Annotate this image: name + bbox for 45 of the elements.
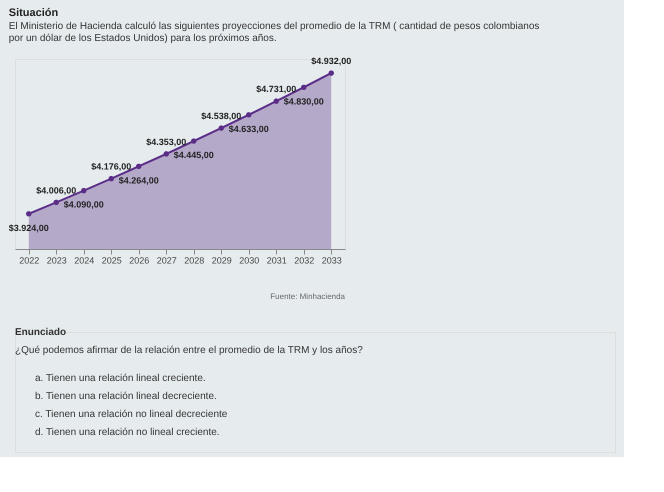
x-tick-label: 2031 — [266, 256, 287, 266]
data-label: $4.932,00 — [311, 56, 352, 66]
point — [108, 176, 114, 182]
x-tick-label: 2032 — [294, 256, 314, 266]
x-tick-label: 2029 — [212, 256, 232, 266]
x-tick-label: 2028 — [184, 256, 204, 266]
data-label: $4.006,00 — [36, 185, 76, 196]
data-label: $4.264,00 — [118, 175, 159, 186]
point — [191, 138, 196, 144]
point — [246, 112, 252, 118]
chart-title: Situación — [8, 7, 59, 20]
x-tick-label: 2027 — [156, 256, 177, 266]
annotation: Enunciado — [15, 327, 66, 338]
x-tick-label: 2033 — [322, 256, 342, 266]
data-label: $4.633,00 — [228, 124, 269, 134]
point — [54, 200, 59, 206]
point — [26, 211, 32, 217]
data-label: $4.353,00 — [146, 136, 186, 147]
data-label: $4.090,00 — [64, 200, 104, 210]
annotation: Fuente: Minhacienda — [270, 292, 346, 301]
point — [81, 188, 86, 194]
x-tick-label: 2025 — [102, 256, 122, 266]
annotation: b. Tienen una relación lineal decreciente. — [35, 391, 217, 402]
data-label: $4.176,00 — [91, 162, 132, 172]
chart-subtitle: El Ministerio de Hacienda calculó las siguientes proyecciones del promedio de la TRM ( cantidad de pesos colombianos por un dólar de los Estados Unidos) para los próximos años. — [8, 21, 540, 44]
point — [274, 98, 279, 104]
x-tick-label: 2026 — [129, 256, 150, 266]
data-label: $3.924,00 — [8, 222, 49, 233]
annotation: c. Tienen una relación no lineal decreciente — [35, 409, 228, 420]
annotation: d. Tienen una relación no lineal creciente. — [35, 427, 220, 438]
annotation: a. Tienen una relación lineal creciente. — [35, 373, 206, 384]
point — [136, 164, 142, 170]
data-label: $4.731,00 — [256, 84, 296, 94]
point — [301, 84, 306, 90]
x-tick-label: 2022 — [19, 256, 40, 266]
point — [328, 70, 334, 76]
x-tick-label: 2030 — [239, 256, 260, 266]
data-label: $4.830,00 — [284, 96, 324, 106]
point — [218, 125, 224, 131]
point — [164, 151, 169, 157]
data-label: $4.538,00 — [201, 111, 242, 122]
annotation: ¿Qué podemos afirmar de la relación entre el promedio de la TRM y los años? — [15, 345, 364, 356]
data-label: $4.445,00 — [174, 150, 214, 160]
x-tick-label: 2024 — [74, 256, 94, 266]
x-tick-label: 2023 — [46, 256, 67, 266]
